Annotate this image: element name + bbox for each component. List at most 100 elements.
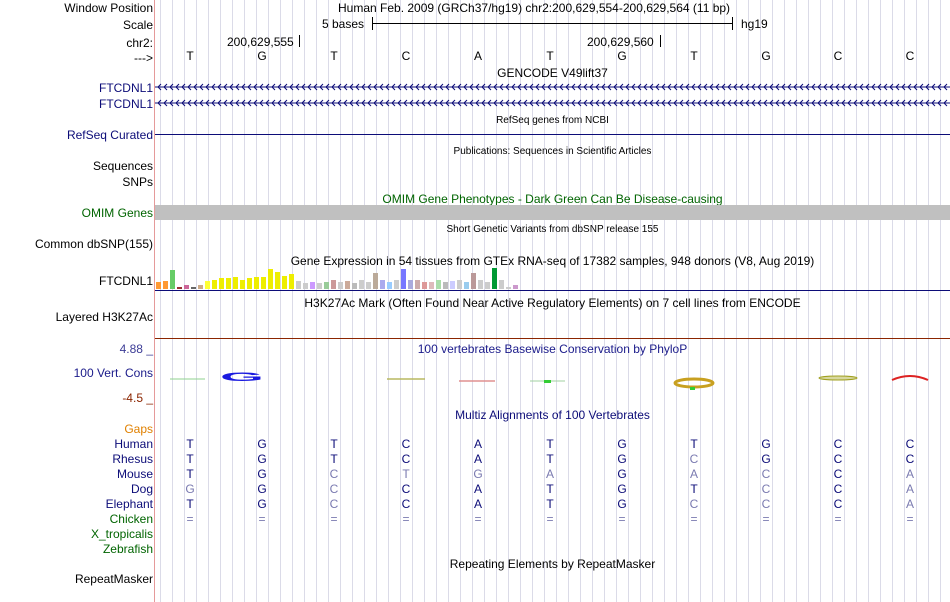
gtex-tissue-bar[interactable] [352,283,357,289]
gtex-tissue-bar[interactable] [506,287,511,289]
gtex-tissue-bar[interactable] [282,276,287,289]
species-label[interactable]: Mouse [116,467,153,481]
alignment-base: A [473,482,482,496]
gtex-tissue-bar[interactable] [429,282,434,289]
gtex-expression-bars[interactable] [156,268,536,289]
gencode-track-title[interactable]: GENCODE V49lift37 [497,66,608,80]
h3k27ac-track-title[interactable]: H3K27Ac Mark (Often Found Near Active Re… [304,296,801,310]
gtex-gene-label[interactable]: FTCDNL1 [98,274,153,288]
gtex-tissue-bar[interactable] [436,280,441,289]
strand-chevron [571,83,576,91]
publications-track-title[interactable]: Publications: Sequences in Scientific Ar… [453,146,652,157]
gtex-tissue-bar[interactable] [156,282,161,289]
species-label[interactable]: Chicken [109,512,153,526]
gtex-tissue-bar[interactable] [387,282,392,289]
gtex-tissue-bar[interactable] [254,277,259,289]
window-position-value[interactable]: Human Feb. 2009 (GRCh37/hg19) chr2:200,6… [338,1,731,15]
gtex-tissue-bar[interactable] [303,283,308,289]
refseq-track-title[interactable]: RefSeq genes from NCBI [496,115,609,126]
gtex-tissue-bar[interactable] [492,268,497,289]
h3k27ac-track-label[interactable]: Layered H3K27Ac [55,310,153,324]
dbsnp-track-title[interactable]: Short Genetic Variants from dbSNP releas… [446,224,659,235]
sequences-track-label[interactable]: Sequences [92,159,153,173]
species-label[interactable]: Elephant [105,497,153,511]
gtex-tissue-bar[interactable] [289,274,294,289]
gtex-tissue-bar[interactable] [240,280,245,289]
gtex-tissue-bar[interactable] [261,277,266,289]
repeatmasker-track-label[interactable]: RepeatMasker [74,572,153,586]
strand-chevron [655,83,660,91]
gencode-item-label-2[interactable]: FTCDNL1 [98,97,153,111]
gtex-tissue-bar[interactable] [464,282,469,289]
gtex-tissue-bar[interactable] [415,280,420,289]
gtex-tissue-bar[interactable] [478,280,483,289]
strand-chevron [595,83,600,91]
gridline [496,0,497,602]
multiz-track-title[interactable]: Multiz Alignments of 100 Vertebrates [455,408,650,422]
gtex-tissue-bar[interactable] [233,277,238,289]
gtex-tissue-bar[interactable] [366,282,371,289]
gtex-tissue-bar[interactable] [485,282,490,289]
gtex-tissue-bar[interactable] [205,281,210,289]
strand-chevron [721,83,726,91]
snps-track-label[interactable]: SNPs [122,175,153,189]
phylop-track-label[interactable]: 100 Vert. Cons [73,366,153,380]
gtex-tissue-bar[interactable] [513,285,518,289]
gtex-tissue-bar[interactable] [310,282,315,289]
alignment-base: = [474,512,482,526]
gtex-tissue-bar[interactable] [345,281,350,289]
gtex-tissue-bar[interactable] [212,280,217,289]
gtex-tissue-bar[interactable] [191,287,196,289]
gtex-tissue-bar[interactable] [373,273,378,289]
phylop-conservation-logos[interactable]: G [155,360,950,395]
species-label[interactable]: X_tropicalis [90,527,153,541]
species-label[interactable]: Zebrafish [102,542,153,556]
gtex-tissue-bar[interactable] [198,285,203,289]
species-label[interactable]: Human [114,437,153,451]
gtex-tissue-bar[interactable] [499,280,504,289]
repeatmasker-track-title[interactable]: Repeating Elements by RepeatMasker [449,557,656,571]
gencode-transcripts[interactable] [155,80,950,110]
omim-gene-bar[interactable] [155,205,950,220]
gtex-tissue-bar[interactable] [359,280,364,289]
gaps-label[interactable]: Gaps [124,422,153,436]
gtex-tissue-bar[interactable] [184,285,189,289]
species-label[interactable]: Dog [130,482,153,496]
gtex-tissue-bar[interactable] [338,282,343,289]
strand-chevron [811,99,816,107]
gtex-tissue-bar[interactable] [394,280,399,289]
gencode-item-label-1[interactable]: FTCDNL1 [98,81,153,95]
gtex-tissue-bar[interactable] [422,282,427,289]
omim-track-label[interactable]: OMIM Genes [81,206,153,220]
reference-base: G [617,49,627,63]
gtex-tissue-bar[interactable] [457,280,462,289]
gtex-tissue-bar[interactable] [177,287,182,289]
gtex-tissue-bar[interactable] [219,278,224,289]
gtex-tissue-bar[interactable] [247,278,252,289]
refseq-track-label[interactable]: RefSeq Curated [66,128,153,142]
gtex-track-title[interactable]: Gene Expression in 54 tissues from GTEx … [290,254,815,268]
dbsnp-track-label[interactable]: Common dbSNP(155) [34,237,153,251]
gtex-tissue-bar[interactable] [443,282,448,289]
gtex-tissue-bar[interactable] [471,273,476,289]
gtex-tissue-bar[interactable] [317,283,322,289]
gtex-tissue-bar[interactable] [324,282,329,289]
gtex-tissue-bar[interactable] [380,280,385,289]
gtex-tissue-bar[interactable] [163,281,168,289]
species-label[interactable]: Rhesus [112,452,153,466]
omim-track-title[interactable]: OMIM Gene Phenotypes - Dark Green Can Be… [382,192,723,206]
gtex-tissue-bar[interactable] [331,280,336,289]
gtex-tissue-bar[interactable] [296,281,301,289]
alignment-base: T [186,452,194,466]
gtex-tissue-bar[interactable] [226,278,231,289]
gtex-tissue-bar[interactable] [268,269,273,289]
gtex-tissue-bar[interactable] [275,272,280,289]
strand-chevron [175,83,180,91]
gtex-tissue-bar[interactable] [408,280,413,289]
gtex-tissue-bar[interactable] [401,269,406,289]
gtex-tissue-bar[interactable] [170,270,175,289]
refseq-gene-line[interactable] [155,134,950,135]
gtex-tissue-bar[interactable] [450,281,455,289]
phylop-track-title[interactable]: 100 vertebrates Basewise Conservation by… [417,342,688,356]
